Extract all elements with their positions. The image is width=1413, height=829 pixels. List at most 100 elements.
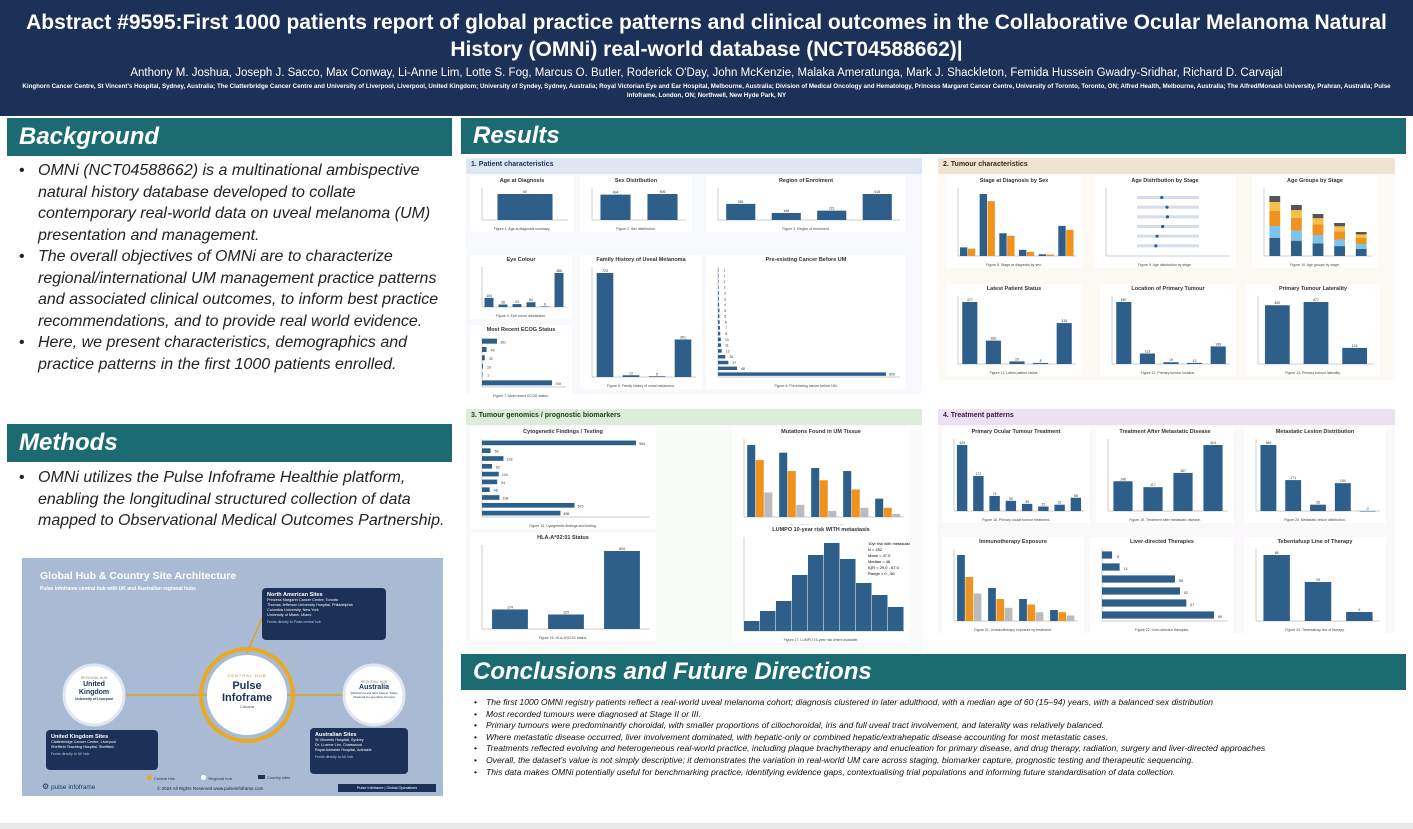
chart-figure: Immunotherapy Exposure Figure 21. Immunot… <box>942 537 1084 633</box>
chart-bar <box>760 611 776 631</box>
data-label: 117 <box>1150 483 1156 487</box>
chart-caption: Figure 8. Stage at diagnosis by sex. <box>986 263 1042 267</box>
chart-bar <box>862 194 892 220</box>
central-hub-icon <box>147 775 152 780</box>
chart-point <box>1165 205 1169 209</box>
chart-bar <box>1269 196 1281 202</box>
data-label: 108 <box>503 496 509 500</box>
data-label: 154 <box>1340 479 1346 483</box>
legend-country: Country sites <box>257 775 290 781</box>
poster-title: Abstract #9595:First 1000 patients repor… <box>26 11 1387 61</box>
data-label: 146 <box>1120 477 1126 481</box>
background-bullet: The overall objectives of OMNi are to ch… <box>16 246 446 332</box>
chart-bar <box>1143 487 1163 511</box>
chart-bar <box>840 559 856 631</box>
chart-bar <box>482 510 561 516</box>
chart-svg: 174 129 694 <box>481 545 650 630</box>
data-label: 11 <box>725 344 729 348</box>
chart-caption: Figure 12. Primary tumour location. <box>1140 371 1196 375</box>
chart-caption: Figure 4. Eye colour distribution. <box>495 314 547 318</box>
data-label: 324 <box>1210 441 1216 445</box>
chart-bar <box>796 504 805 517</box>
chart-bar <box>1269 211 1281 226</box>
data-label: 315 <box>1061 319 1067 323</box>
chart-bar <box>875 498 884 517</box>
chart-title: Most Recent ECOG Status <box>486 327 556 333</box>
chart-title: Primary Tumour Laterality <box>1278 286 1348 292</box>
chart-bar <box>811 467 820 517</box>
data-label: 4 <box>724 303 726 307</box>
chart-bar <box>1334 239 1345 247</box>
chart-bar <box>718 285 719 289</box>
chart-bar <box>482 448 491 454</box>
chart-caption: Figure 19. Treatment after metastatic di… <box>1129 518 1201 522</box>
data-label: 7 <box>725 326 727 330</box>
map-subtitle: Pulse Infoframe central hub with UK and … <box>40 586 196 592</box>
data-label: 3 <box>724 297 726 301</box>
chart-title: Immunotherapy Exposure <box>979 539 1047 545</box>
chart-title: Stage at Diagnosis by Sex <box>979 178 1049 184</box>
chart-bar <box>1054 504 1065 511</box>
chart-bar <box>718 337 721 342</box>
chart-bar <box>1173 472 1193 511</box>
pulse-logo-icon: ⚙ <box>42 782 50 791</box>
chart-svg <box>953 549 1078 622</box>
chart-bar <box>1113 481 1133 511</box>
data-label: 1 <box>723 280 725 284</box>
chart-bar <box>1070 497 1082 511</box>
chart-bar <box>1018 249 1027 256</box>
chart-bar <box>1263 555 1290 621</box>
chart-bar <box>956 445 968 511</box>
data-label: 161 <box>500 340 506 344</box>
chart-bar <box>1187 362 1203 364</box>
chart-bar <box>1046 254 1054 256</box>
chart-bar <box>744 621 760 631</box>
data-label: 53 <box>495 450 499 454</box>
chart-bar <box>497 194 553 220</box>
chart-bar <box>1303 302 1329 364</box>
na-sites-title: North American Sites <box>267 592 323 598</box>
chart-bar <box>1137 196 1199 199</box>
chart-svg: 66 39 9 <box>1255 549 1380 622</box>
chart-bar <box>776 601 792 631</box>
data-label: 10 <box>487 365 491 369</box>
conclusion-bullet: Where metastatic disease occurred, liver… <box>474 732 1404 744</box>
au-hub: REGIONAL HUB Australia (Melanoma and Ski… <box>347 680 401 699</box>
data-label: 14 <box>1124 567 1128 571</box>
background-bullet: OMNi (NCT04588662) is a multinational am… <box>16 160 446 246</box>
na-sites-feed: Feeds directly to Pulse central hub <box>267 620 321 624</box>
chart-title: Location of Primary Tumour <box>1131 286 1205 292</box>
chart-axis <box>1255 549 1380 622</box>
chart-caption: Figure 9. Age distribution by stage. <box>1138 263 1192 267</box>
chart-bar <box>851 489 860 517</box>
chart-bar <box>482 495 500 500</box>
au-sites-box: Australian Sites St Vincents Hospital, S… <box>310 728 408 774</box>
methods-bullet: OMNi utilizes the Pulse Infoframe Health… <box>16 467 446 532</box>
chart-figure: Age Distribution by Stage Figure 9. Age d… <box>1094 176 1236 268</box>
chart-bar <box>648 376 666 377</box>
data-label: 667 <box>1121 298 1127 302</box>
chart-axis <box>717 267 900 378</box>
chart-bar <box>512 304 522 307</box>
legend-entry: Range = 0 - 96 <box>868 571 895 576</box>
data-label: 171 <box>1290 476 1296 480</box>
chart-bar <box>484 297 494 307</box>
chart-bar <box>979 194 987 256</box>
data-label: 60 <box>523 190 527 194</box>
chart-figure: Family History of Uveal Melanoma Figure 5… <box>580 255 702 389</box>
chart-bar <box>482 347 487 352</box>
data-label: 1 <box>723 268 725 272</box>
chart-figure: Metastatic Lesion Distribution Figure 20.… <box>1244 427 1386 523</box>
conclusions-list: The first 1000 OMNi registry patients re… <box>474 697 1404 778</box>
chart-caption: Figure 14. Cytogenetic findings and test… <box>529 524 597 528</box>
chart-bar <box>1334 231 1345 240</box>
chart-axis <box>481 337 566 388</box>
na-sites-box: North American Sites Princess Margaret C… <box>262 588 386 640</box>
data-label: 129 <box>563 611 569 615</box>
chart-bar <box>718 326 720 330</box>
chart-bar <box>1359 511 1376 512</box>
chart-bar <box>1291 240 1302 256</box>
data-label: 22 <box>1041 503 1045 507</box>
legend-central: Central Hub <box>147 775 175 781</box>
